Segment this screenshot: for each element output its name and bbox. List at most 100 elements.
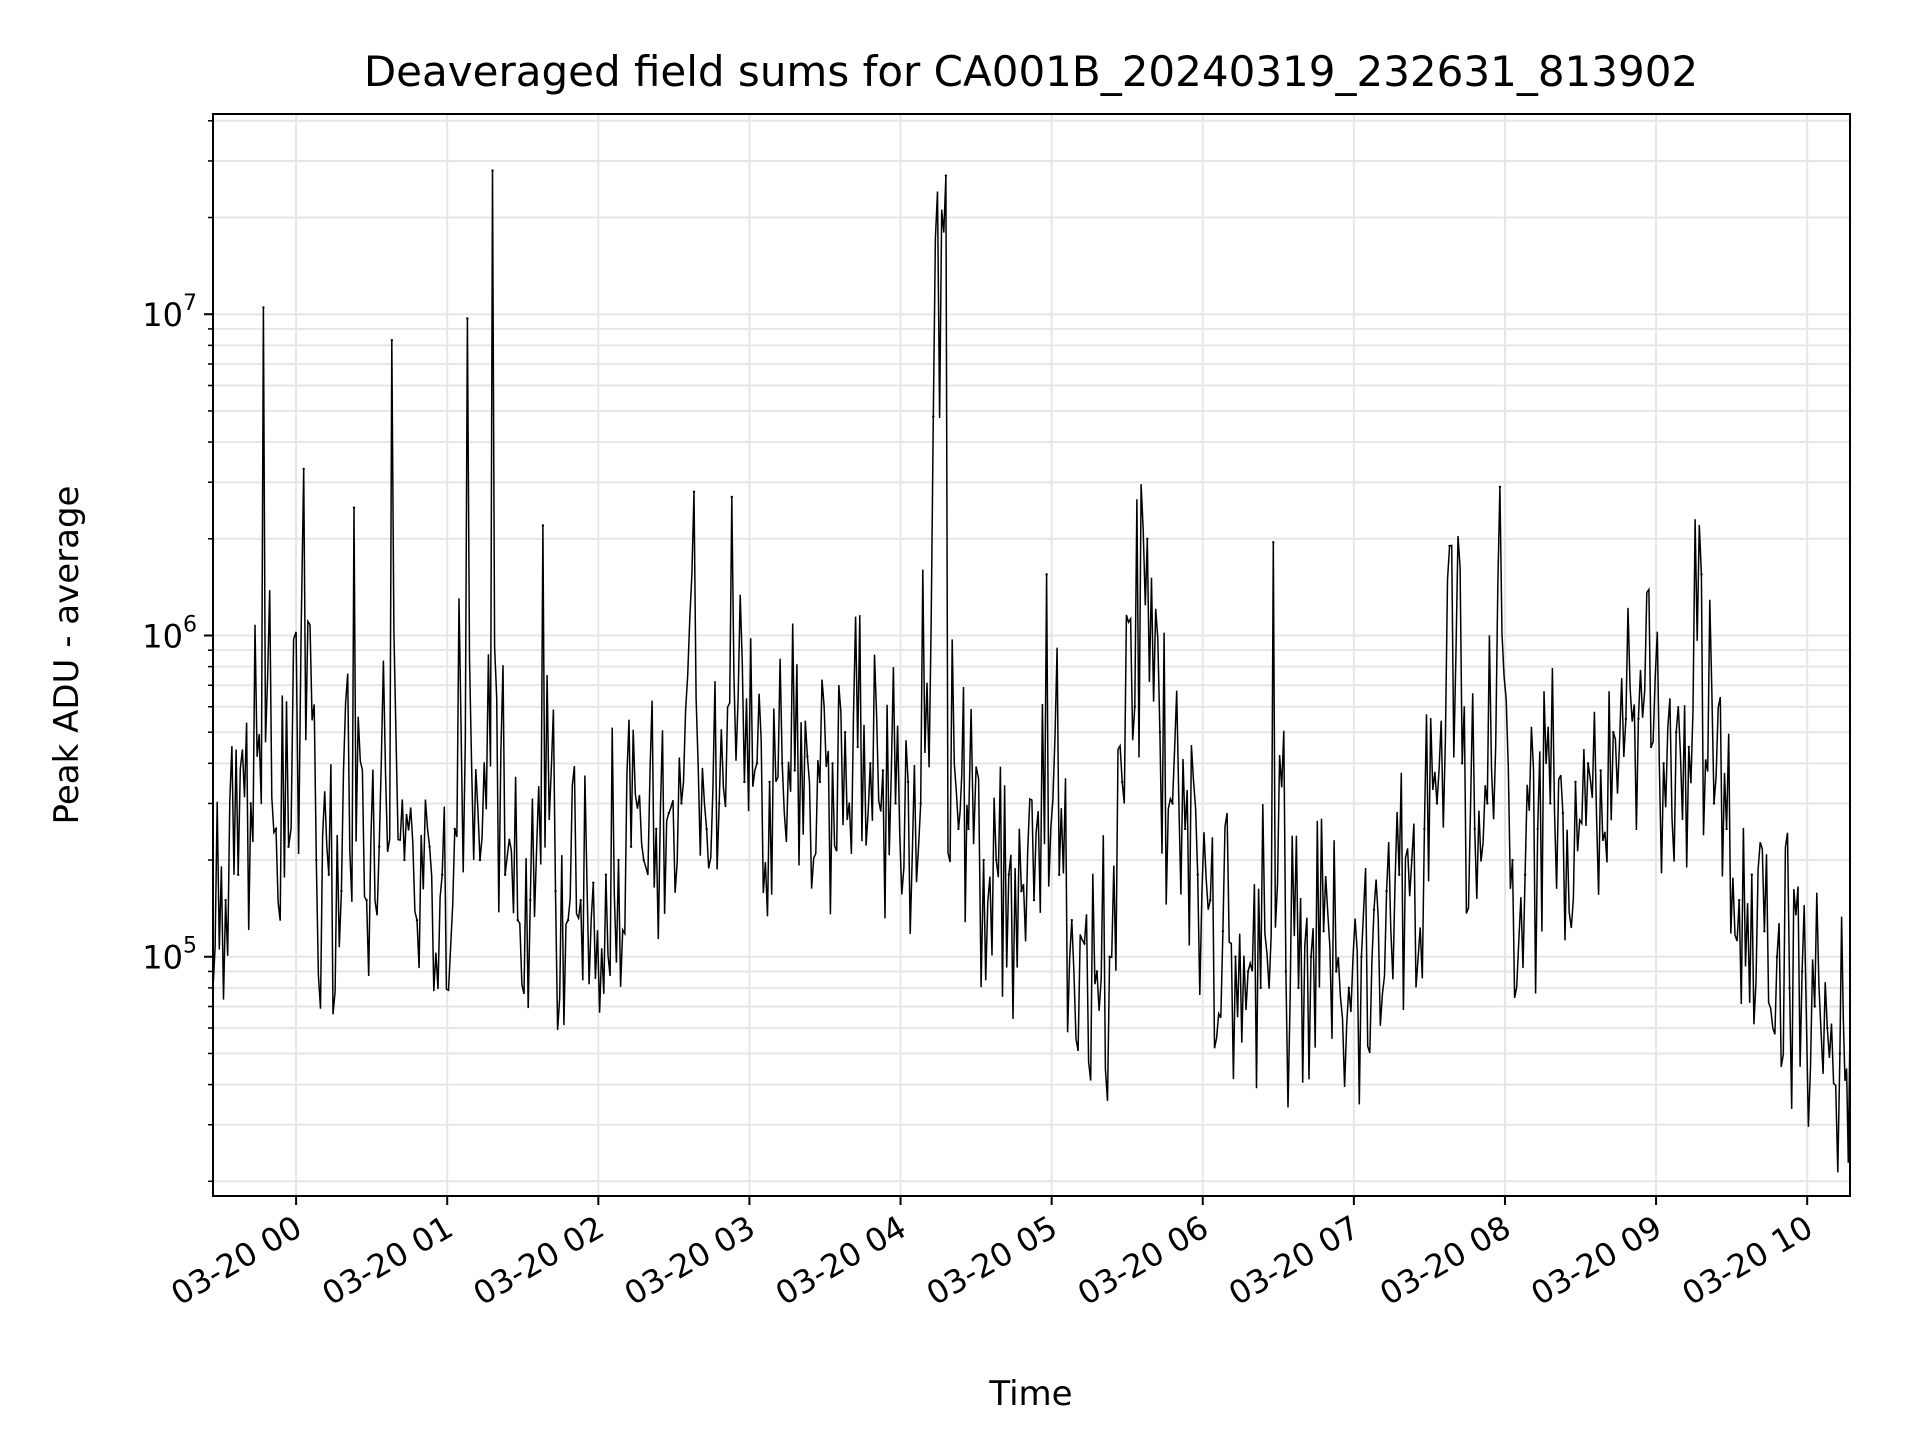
- data-point: [1435, 802, 1439, 805]
- data-point: [1662, 762, 1665, 765]
- x-tick-label: 03-20 07: [1222, 1208, 1366, 1313]
- data-point: [881, 769, 885, 772]
- data-point: [642, 858, 645, 862]
- data-point: [1800, 970, 1804, 973]
- data-point: [503, 873, 507, 876]
- data-point: [1146, 537, 1149, 540]
- data-point: [453, 827, 456, 831]
- y-tick-label: 105: [142, 934, 197, 977]
- data-point: [667, 811, 671, 815]
- data-point: [957, 827, 960, 831]
- data-point: [1221, 930, 1225, 933]
- data-point: [1196, 873, 1199, 876]
- data-point: [906, 780, 910, 784]
- data-point: [831, 762, 834, 765]
- data-point: [1007, 873, 1011, 876]
- data-point: [1448, 544, 1451, 548]
- data-point: [1473, 827, 1476, 831]
- data-point: [856, 745, 859, 749]
- data-point: [944, 174, 948, 177]
- data-point: [705, 827, 708, 831]
- data-point: [1725, 827, 1728, 831]
- data-point: [516, 918, 519, 922]
- data-series-line: [212, 170, 1851, 1173]
- y-axis-title: Peak ADU - average: [47, 486, 87, 825]
- x-tick-label: 03-20 01: [316, 1208, 460, 1313]
- x-tick-label: 03-20 04: [769, 1208, 913, 1313]
- data-point: [1335, 970, 1338, 973]
- data-point: [1486, 802, 1489, 805]
- data-point: [1687, 745, 1691, 749]
- x-tick-label: 03-20 03: [618, 1208, 762, 1313]
- data-point: [274, 827, 278, 831]
- data-point: [780, 762, 784, 765]
- data-point: [995, 858, 998, 862]
- data-point: [491, 169, 494, 172]
- data-point: [340, 889, 343, 893]
- data-point: [793, 769, 796, 772]
- x-tick-label: 03-20 09: [1524, 1208, 1668, 1313]
- data-point: [1032, 898, 1036, 902]
- x-tick-label: 03-20 05: [920, 1208, 1064, 1313]
- data-point: [680, 802, 683, 805]
- data-point: [655, 827, 658, 831]
- data-point: [1838, 1052, 1842, 1055]
- data-point: [1347, 986, 1351, 990]
- data-point: [1108, 955, 1111, 958]
- data-point: [592, 881, 595, 884]
- data-point: [1649, 745, 1653, 749]
- data-point: [1183, 827, 1187, 831]
- data-point: [755, 762, 759, 765]
- data-point: [1788, 986, 1791, 990]
- data-point: [982, 858, 985, 862]
- data-point: [1234, 955, 1237, 958]
- data-point: [1423, 827, 1426, 831]
- data-point: [262, 306, 265, 309]
- data-point: [1813, 1005, 1816, 1008]
- data-point: [919, 802, 922, 805]
- data-point: [1775, 955, 1779, 958]
- data-point: [390, 339, 394, 342]
- data-point: [1637, 717, 1640, 721]
- data-point: [249, 802, 252, 805]
- data-point: [224, 898, 227, 902]
- data-point: [1284, 970, 1288, 973]
- data-point: [806, 755, 809, 758]
- data-point: [415, 918, 419, 922]
- data-point: [440, 873, 444, 876]
- plot-frame: [212, 113, 1851, 1197]
- data-point: [1058, 873, 1061, 876]
- data-point: [718, 802, 721, 805]
- data-point: [1737, 898, 1741, 902]
- grid-layer: [213, 114, 1850, 1196]
- data-point: [1020, 889, 1023, 893]
- data-layer: [211, 169, 1852, 1173]
- data-point: [466, 317, 469, 320]
- data-point: [1158, 730, 1162, 734]
- x-tick-label: 03-20 02: [467, 1208, 611, 1313]
- data-point: [967, 827, 970, 831]
- data-point: [327, 873, 331, 876]
- data-point: [1322, 930, 1325, 933]
- chart-title: Deaveraged field sums for CA001B_2024031…: [364, 47, 1698, 96]
- data-point: [743, 780, 746, 784]
- y-tick-label: 106: [142, 612, 197, 655]
- x-tick-label: 03-20 06: [1071, 1208, 1215, 1313]
- data-point: [287, 845, 290, 848]
- data-point: [1083, 942, 1086, 945]
- data-point: [1272, 541, 1275, 544]
- data-point: [1309, 955, 1313, 958]
- data-point: [1599, 769, 1602, 772]
- data-point: [932, 415, 935, 418]
- data-point: [365, 898, 368, 902]
- data-point: [1120, 780, 1124, 784]
- data-point: [1410, 858, 1413, 862]
- data-point: [236, 873, 240, 876]
- data-point: [1826, 1026, 1829, 1030]
- data-point: [541, 524, 545, 527]
- data-point: [869, 762, 872, 765]
- data-point: [1133, 705, 1136, 708]
